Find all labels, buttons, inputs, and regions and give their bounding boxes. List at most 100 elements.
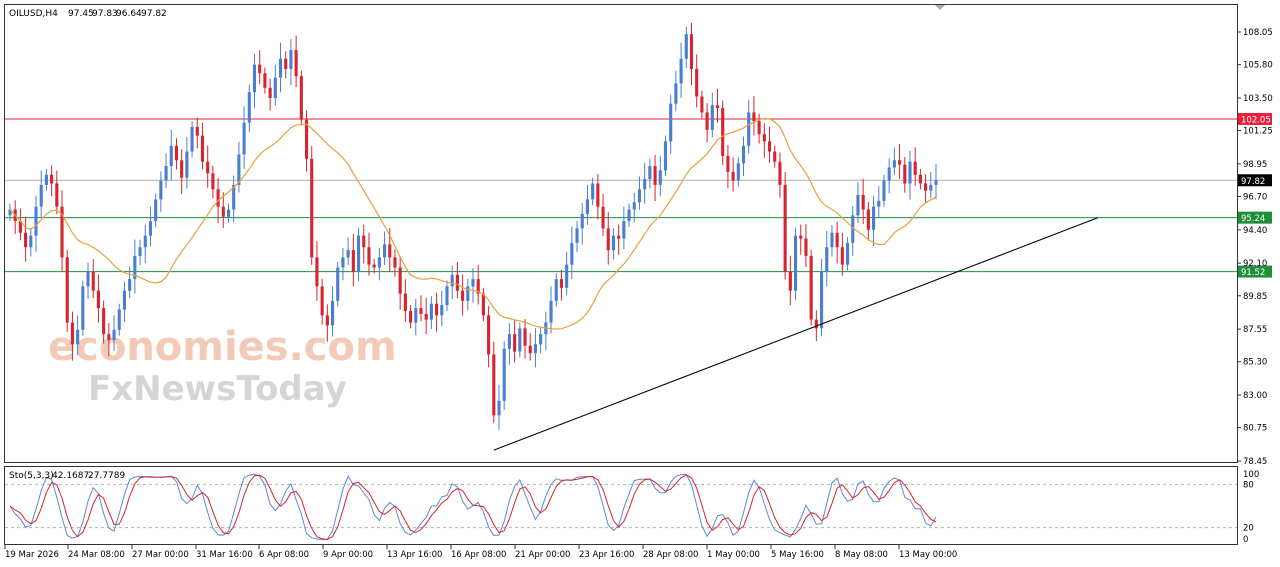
candle-body — [18, 221, 22, 233]
y-tick-label: 98.95 — [1243, 160, 1267, 170]
candle-body — [70, 322, 74, 345]
stochastic-pane[interactable] — [4, 466, 1238, 545]
x-tick-label: 1 May 00:00 — [707, 550, 760, 560]
candle-body — [585, 199, 590, 214]
candle-body — [206, 161, 210, 174]
candle-body — [362, 235, 366, 248]
candle-body — [741, 145, 746, 164]
candle-body — [695, 68, 699, 97]
candle-body — [117, 309, 121, 330]
candle-body — [684, 34, 688, 59]
level-badge-label: 91.52 — [1241, 268, 1265, 278]
candle-body — [539, 334, 543, 345]
candle-body — [86, 271, 90, 287]
candle-body — [866, 209, 870, 230]
candle-body — [65, 257, 69, 323]
candle-body — [487, 315, 491, 355]
candle-body — [762, 134, 766, 142]
x-tick-label: 23 Apr 16:00 — [579, 550, 634, 560]
ohlc-high: 97.83 — [92, 9, 118, 19]
y-tick-label: 101.25 — [1243, 127, 1273, 137]
candle-body — [663, 141, 668, 171]
candle-body — [96, 290, 100, 309]
candle-body — [29, 235, 33, 248]
y-tick-label: 80.75 — [1243, 424, 1267, 434]
candle-body — [898, 160, 902, 165]
candle-body — [91, 271, 95, 291]
candle-body — [637, 189, 642, 203]
level-badge-label: 97.82 — [1241, 177, 1265, 187]
x-tick-label: 28 Apr 08:00 — [643, 550, 698, 560]
candle-body — [424, 313, 428, 320]
candle-body — [892, 160, 896, 168]
candle-body — [190, 126, 194, 152]
candle-body — [611, 235, 616, 251]
candle-body — [700, 96, 704, 113]
price-pane[interactable] — [4, 4, 1238, 463]
candle-body — [200, 135, 205, 162]
candle-body — [128, 279, 132, 291]
watermark-fxnewstoday: FxNewsToday — [88, 369, 347, 409]
candle-body — [929, 184, 933, 191]
candle-body — [346, 250, 350, 258]
candle-body — [887, 167, 891, 181]
candle-body — [81, 286, 85, 330]
shift-marker-icon[interactable] — [935, 5, 945, 10]
y-tick-label: 105.80 — [1243, 61, 1273, 71]
y-tick-label: 94.40 — [1243, 226, 1267, 236]
candle-body — [211, 173, 215, 190]
candle-body — [393, 257, 397, 268]
candle-body — [861, 195, 865, 210]
candle-body — [830, 232, 834, 248]
ohlc-open: 97.45 — [68, 9, 94, 19]
candle-body — [252, 64, 257, 93]
candle-body — [429, 303, 433, 320]
trend-line — [493, 217, 1099, 451]
candle-body — [372, 264, 376, 268]
candle-body — [242, 122, 246, 155]
candle-body — [913, 161, 917, 175]
candle-body — [440, 305, 444, 316]
stoch-label: Sto(5,3,3) — [9, 471, 54, 481]
candle-body — [752, 112, 756, 122]
candle-body — [330, 300, 335, 326]
level-badge — [1238, 211, 1272, 224]
y-tick-label: 108.05 — [1243, 28, 1273, 38]
ohlc-low: 96.64 — [116, 9, 142, 19]
candle-body — [289, 50, 293, 69]
candle-body — [336, 267, 340, 301]
candle-body — [825, 247, 829, 272]
x-tick-label: 6 Apr 08:00 — [259, 550, 309, 560]
candle-body — [492, 354, 496, 416]
candle-body — [351, 250, 355, 272]
candle-body — [518, 328, 522, 352]
candle-body — [455, 274, 459, 291]
candle-body — [757, 121, 761, 135]
candle-body — [122, 290, 127, 310]
candle-body — [924, 183, 928, 191]
candle-body — [138, 247, 142, 256]
candle-body — [39, 184, 43, 207]
level-badge — [1238, 265, 1272, 278]
candle-body — [299, 76, 303, 120]
x-tick-label: 19 Mar 2026 — [5, 550, 59, 560]
candle-body — [877, 200, 881, 207]
candle-body — [507, 334, 511, 349]
candle-body — [643, 179, 647, 190]
stoch-scale-label: 0 — [1243, 535, 1248, 545]
candle-body — [284, 58, 288, 69]
candle-body — [232, 184, 236, 210]
ohlc-close: 97.82 — [141, 9, 167, 19]
candle-body — [606, 228, 610, 251]
candle-body — [195, 126, 199, 136]
candle-body — [403, 293, 407, 311]
y-tick-label: 83.00 — [1243, 391, 1267, 401]
candle-body — [325, 315, 329, 326]
candle-body — [513, 334, 517, 352]
candle-body — [148, 221, 153, 236]
candle-body — [50, 174, 54, 184]
candle-body — [164, 166, 168, 181]
candle-body — [341, 257, 345, 268]
candle-body — [814, 319, 818, 329]
